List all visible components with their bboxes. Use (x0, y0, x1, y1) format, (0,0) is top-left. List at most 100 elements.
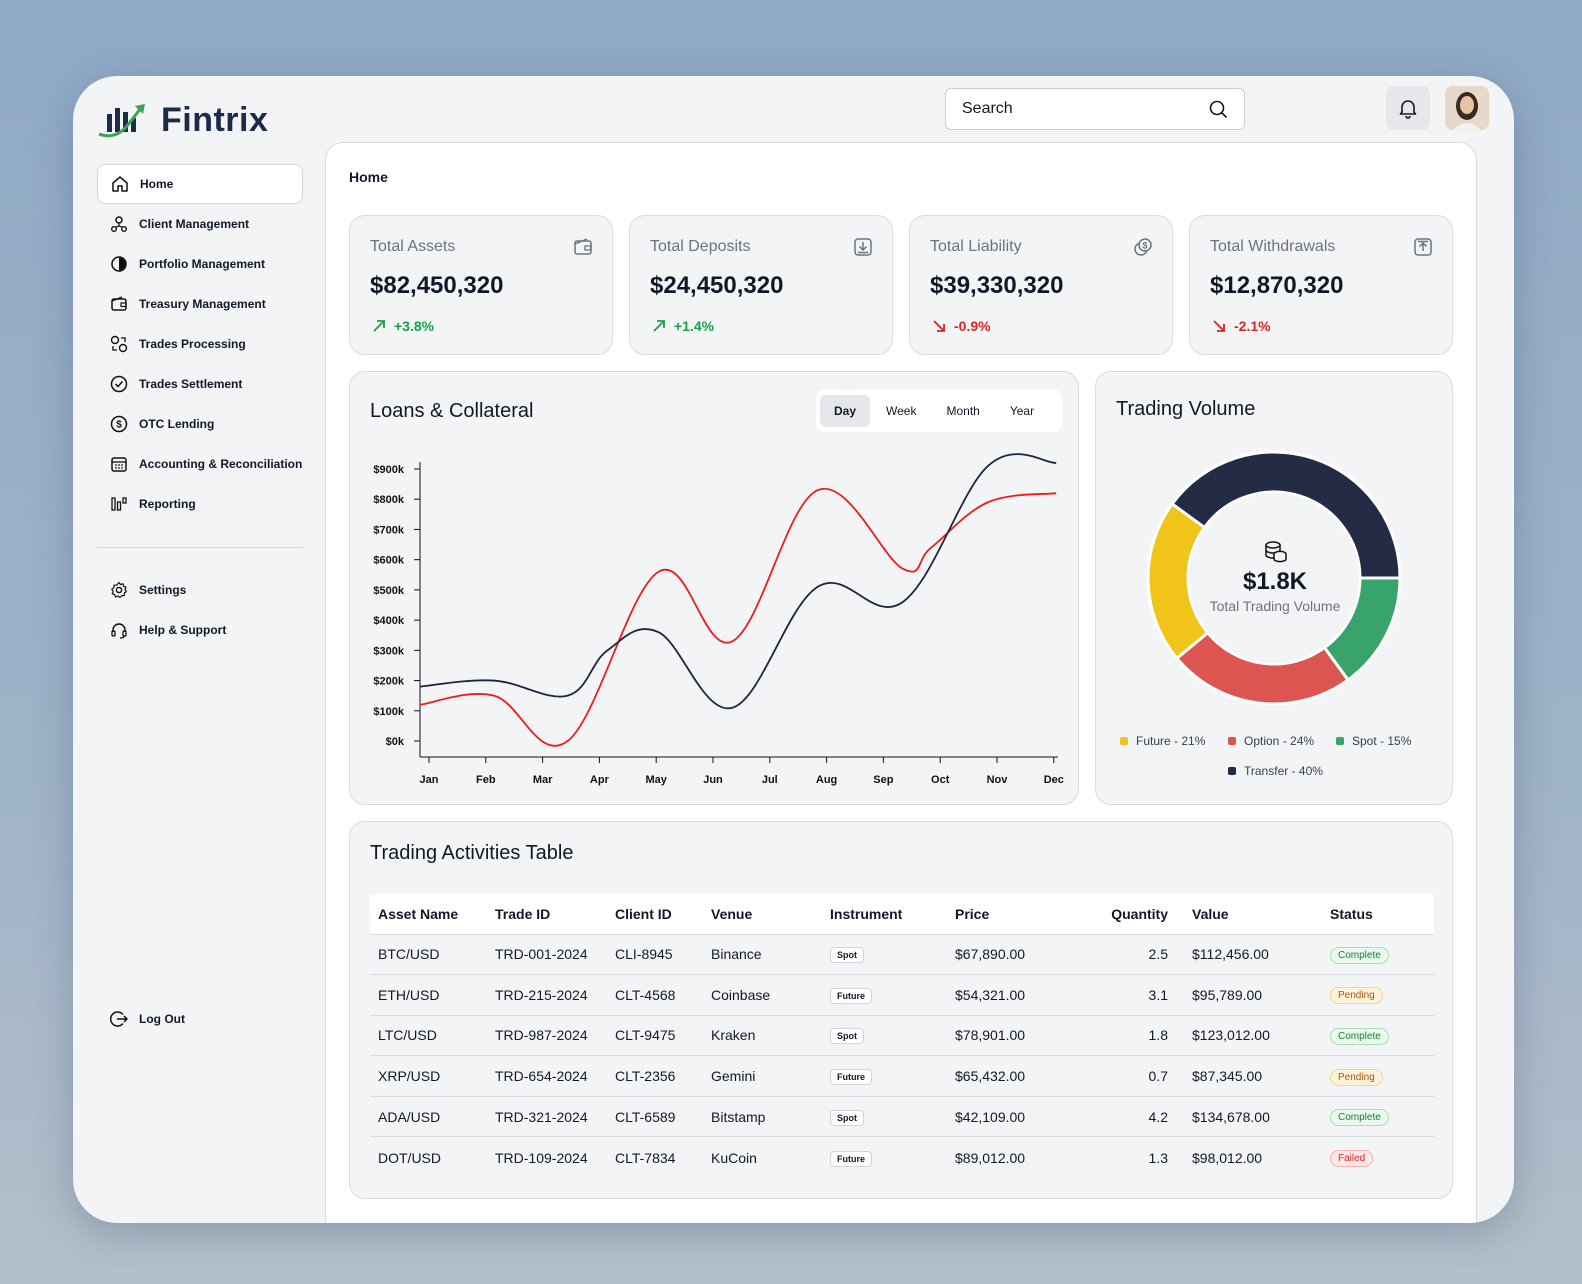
tab-year[interactable]: Year (1009, 404, 1035, 418)
legend-label: Option - 24% (1244, 734, 1315, 748)
y-tick-label: $600k (373, 555, 404, 567)
status-badge: Complete (1330, 1109, 1389, 1127)
y-tick-label: $0k (386, 736, 405, 748)
stat-card-total-assets[interactable]: Total Assets $82,450,320 +3.8% (349, 215, 613, 355)
tab-month[interactable]: Month (946, 404, 980, 418)
logout-button[interactable]: Log Out (97, 999, 303, 1039)
loans-line-chart: $0k $100k $200k $300k $400k $500k $600k $700k $8… (373, 453, 1064, 786)
table-cell: TRD-321-2024 (487, 1095, 607, 1137)
stat-change: +3.8% (372, 318, 434, 334)
table-cell: XRP/USD (370, 1055, 487, 1097)
sidebar-item-client-management[interactable]: Client Management (97, 204, 303, 244)
app-logo[interactable]: Fintrix (97, 100, 268, 140)
table-cell: 2.5 (1077, 933, 1184, 975)
sidebar-item-help[interactable]: Help & Support (97, 610, 303, 650)
column-header[interactable]: Price (955, 905, 990, 922)
search-icon (1209, 100, 1227, 118)
legend-label: Spot - 15% (1352, 734, 1412, 748)
sidebar-item-label: Accounting & Reconciliation (139, 457, 303, 471)
column-header[interactable]: Client ID (615, 905, 672, 922)
stat-card-total-deposits[interactable]: Total Deposits $24,450,320 +1.4% (629, 215, 893, 355)
table-cell: TRD-215-2024 (487, 974, 607, 1016)
sidebar-item-reporting[interactable]: Reporting (97, 484, 303, 524)
headset-icon (109, 620, 129, 640)
column-header[interactable]: Status (1330, 905, 1373, 922)
table-row[interactable]: DOT/USD TRD-109-2024 CLT-7834 KuCoin Future $… (370, 1136, 1434, 1178)
status-badge: Pending (1330, 1068, 1383, 1086)
notifications-button[interactable] (1386, 86, 1430, 130)
table-cell: $65,432.00 (947, 1055, 1077, 1097)
table-cell: Gemini (703, 1055, 822, 1097)
sidebar-item-portfolio-management[interactable]: Portfolio Management (97, 244, 303, 284)
series-line-0 (419, 487, 1057, 747)
breadcrumb: Home (349, 169, 388, 185)
status-badge: Failed (1330, 1150, 1374, 1168)
total-volume-label: Total Trading Volume (1209, 598, 1341, 614)
pie-chart-icon (109, 254, 129, 274)
table-row[interactable]: LTC/USD TRD-987-2024 CLT-9475 Kraken Spot $78… (370, 1014, 1434, 1056)
sidebar-nav: Home Client Management Portfolio Managem… (97, 164, 303, 524)
table-row[interactable]: XRP/USD TRD-654-2024 CLT-2356 Gemini Future $… (370, 1055, 1434, 1097)
period-tabs: Day Week Month Year (816, 390, 1062, 432)
stat-card-total-withdrawals[interactable]: Total Withdrawals $12,870,320 -2.1% (1189, 215, 1453, 355)
stat-card-total-liability[interactable]: Total Liability $ $39,330,320 -0.9% (909, 215, 1173, 355)
table-cell: $42,109.00 (947, 1095, 1077, 1137)
gear-icon (109, 580, 129, 600)
tab-day[interactable]: Day (820, 395, 871, 427)
table-cell: 4.2 (1077, 1095, 1184, 1137)
chart-title: Trading Volume (1116, 398, 1256, 420)
check-circle-icon (109, 374, 129, 394)
table-cell: 1.3 (1077, 1136, 1184, 1178)
instrument-badge: Spot (830, 947, 864, 964)
donut-hole (1189, 493, 1359, 663)
sidebar-item-trades-settlement[interactable]: Trades Settlement (97, 364, 303, 404)
wallet-icon (109, 294, 129, 314)
table-cell: LTC/USD (370, 1014, 487, 1056)
sidebar-item-otc-lending[interactable]: $ OTC Lending (97, 404, 303, 444)
x-tick-label: Mar (533, 774, 553, 786)
y-tick-label: $200k (373, 676, 404, 688)
table-row[interactable]: ETH/USD TRD-215-2024 CLT-4568 Coinbase Futur… (370, 974, 1434, 1016)
legend-item-transfer: Transfer - 40% (1228, 764, 1323, 778)
avatar[interactable] (1445, 86, 1489, 130)
x-tick-label: Jul (762, 774, 778, 786)
sidebar-item-home[interactable]: Home (97, 164, 303, 204)
column-header[interactable]: Asset Name (378, 905, 459, 922)
table-cell: TRD-109-2024 (487, 1136, 607, 1178)
x-tick-label: Oct (931, 774, 950, 786)
column-header[interactable]: Instrument (830, 905, 903, 922)
sidebar-item-trades-processing[interactable]: Trades Processing (97, 324, 303, 364)
column-header[interactable]: Trade ID (495, 905, 551, 922)
stat-change-value: -0.9% (954, 318, 991, 334)
users-icon (109, 214, 129, 234)
sidebar-item-settings[interactable]: Settings (97, 570, 303, 610)
table-row[interactable]: ADA/USD TRD-321-2024 CLT-6589 Bitstamp Spot $… (370, 1095, 1434, 1137)
table-title: Trading Activities Table (370, 842, 574, 864)
instrument-cell: Future (822, 974, 947, 1016)
column-header[interactable]: Venue (711, 905, 753, 922)
legend-item-future: Future - 21% (1120, 734, 1205, 748)
table-row[interactable]: BTC/USD TRD-001-2024 CLI-8945 Binance Spot $6… (370, 933, 1434, 975)
column-header[interactable]: Quantity (1111, 905, 1168, 922)
search-input[interactable]: Search (945, 88, 1245, 130)
table-cell: ETH/USD (370, 974, 487, 1016)
stat-change-value: +1.4% (674, 318, 715, 334)
tab-week[interactable]: Week (886, 404, 917, 418)
table-cell: TRD-654-2024 (487, 1055, 607, 1097)
sidebar-item-accounting[interactable]: Accounting & Reconciliation (97, 444, 303, 484)
legend-swatch (1336, 737, 1344, 745)
table-header-row: Asset Name Trade ID Client ID Venue Inst… (370, 894, 1434, 934)
bar-chart-icon (109, 494, 129, 514)
sidebar-item-label: Treasury Management (139, 297, 266, 311)
sidebar-item-label: OTC Lending (139, 417, 215, 431)
instrument-badge: Future (830, 1069, 872, 1086)
sidebar-item-treasury-management[interactable]: Treasury Management (97, 284, 303, 324)
column-header[interactable]: Value (1192, 905, 1229, 922)
sidebar-item-label: Trades Settlement (139, 377, 243, 391)
table-cell: CLI-8945 (607, 933, 703, 975)
arrow-up-right-icon (653, 320, 665, 332)
table-cell: $54,321.00 (947, 974, 1077, 1016)
table-cell: TRD-987-2024 (487, 1014, 607, 1056)
stat-value: $39,330,320 (930, 272, 1064, 299)
